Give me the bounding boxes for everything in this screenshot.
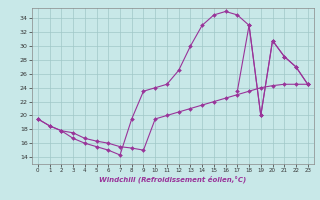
X-axis label: Windchill (Refroidissement éolien,°C): Windchill (Refroidissement éolien,°C) [99,176,246,183]
